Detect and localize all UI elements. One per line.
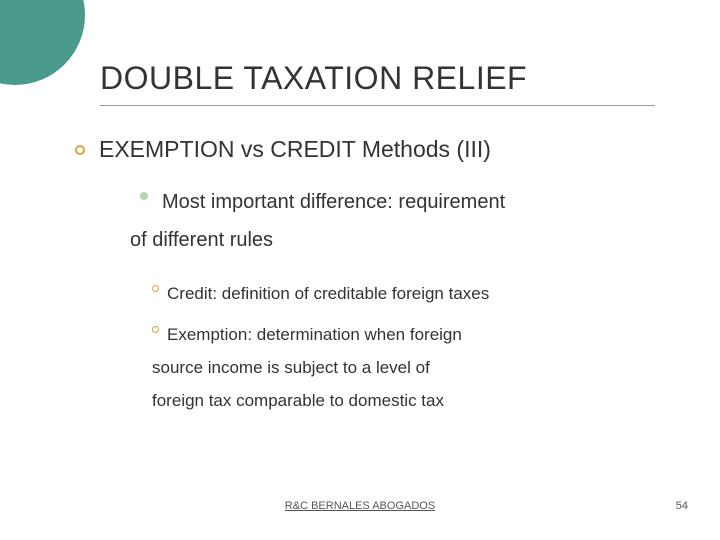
small-ring-bullet-icon bbox=[152, 326, 159, 333]
subtitle-text: EXEMPTION vs CREDIT Methods (III) bbox=[99, 136, 491, 163]
slide-title: DOUBLE TAXATION RELIEF bbox=[100, 60, 665, 97]
ring-bullet-icon bbox=[75, 145, 85, 155]
main-point-line1: Most important difference: requirement bbox=[162, 183, 505, 221]
small-ring-bullet-icon bbox=[152, 285, 159, 292]
title-underline bbox=[100, 105, 655, 106]
sub-exemption-line3: foreign tax comparable to domestic tax bbox=[152, 384, 665, 417]
sub-exemption-line2: source income is subject to a level of bbox=[152, 351, 665, 384]
sub-point-credit: Credit: definition of creditable foreign… bbox=[152, 277, 665, 310]
sub-credit-text: Credit: definition of creditable foreign… bbox=[167, 277, 489, 310]
footer-text: R&C BERNALES ABOGADOS bbox=[0, 500, 720, 512]
slide-content: DOUBLE TAXATION RELIEF EXEMPTION vs CRED… bbox=[0, 0, 720, 418]
disc-bullet-icon bbox=[140, 192, 148, 200]
main-point-line2: of different rules bbox=[130, 221, 665, 259]
sub-exemption-line1: Exemption: determination when foreign bbox=[167, 318, 462, 351]
sub-point-exemption: Exemption: determination when foreign so… bbox=[152, 318, 665, 417]
page-number: 54 bbox=[676, 500, 688, 512]
subtitle-row: EXEMPTION vs CREDIT Methods (III) bbox=[75, 136, 665, 163]
main-point: Most important difference: requirement o… bbox=[140, 183, 665, 259]
